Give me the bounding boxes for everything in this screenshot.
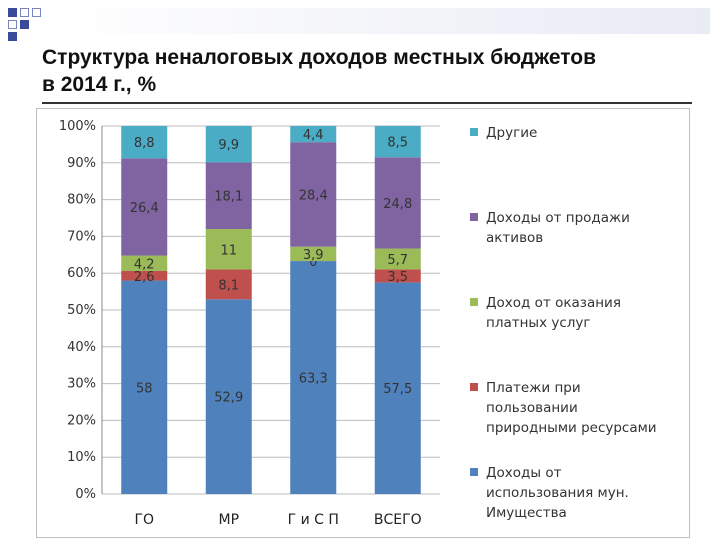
data-label: 4,2 [134,257,155,272]
y-tick-label: 0% [75,487,96,502]
corner-square-4 [8,20,17,29]
x-tick-label: ВСЕГО [374,512,422,528]
data-label: 3,5 [387,270,408,285]
bar-segment [121,270,168,281]
data-label: 0 [309,255,317,270]
bar-segment [290,261,337,494]
legend-label: пользовании [486,400,578,416]
legend-label: активов [486,230,543,246]
data-label: 5,7 [387,253,408,268]
bar-segment [121,280,168,494]
data-label: 9,9 [218,138,239,153]
bar-segment [374,282,421,494]
bar-segment [121,255,168,271]
corner-square-2 [20,8,29,17]
bar-segment [121,126,168,159]
data-label: 24,8 [383,197,412,212]
data-label: 2,6 [134,270,155,285]
y-tick-label: 70% [67,229,96,244]
bar-segment [374,157,421,249]
data-label: 8,8 [134,136,155,151]
legend-label: природными ресурсами [486,420,657,436]
bar-segment [205,162,252,230]
x-tick-label: МР [218,512,239,528]
data-label: 11 [220,243,237,258]
data-label: 18,1 [214,190,243,205]
data-label: 26,4 [130,201,159,216]
bar-segment [290,126,337,143]
bar-segment [374,269,421,283]
legend-label: использования мун. [486,485,629,501]
bar-segment [205,229,252,270]
data-label: 8,5 [387,136,408,151]
legend-label: платных услуг [486,315,590,331]
legend-label: Другие [486,125,537,141]
page-title: Структура неналоговых доходов местных бю… [42,44,702,98]
bar-segment [290,246,337,262]
bar-segment [121,158,168,256]
legend-label: Платежи при [486,380,581,396]
corner-square-3 [32,8,41,17]
data-label: 4,4 [303,128,324,143]
legend-swatch [470,298,478,306]
bar-segment [205,299,252,494]
title-underline [42,102,692,104]
y-tick-label: 90% [67,156,96,171]
legend-swatch [470,468,478,476]
bar-segment [205,126,252,163]
corner-square-5 [20,20,29,29]
x-tick-label: Г и С П [288,512,339,528]
data-label: 52,9 [214,391,243,406]
y-tick-label: 100% [59,119,96,134]
corner-square-1 [8,8,17,17]
y-tick-label: 20% [67,413,96,428]
bar-segment [374,248,421,270]
data-label: 63,3 [299,372,328,387]
bar-segment [374,126,421,158]
y-tick-label: 50% [67,303,96,318]
data-label: 8,1 [218,278,239,293]
data-label: 28,4 [299,188,328,203]
bar-segment [205,269,252,300]
legend-swatch [470,383,478,391]
y-tick-label: 60% [67,266,96,281]
y-tick-label: 80% [67,193,96,208]
x-tick-label: ГО [134,512,154,528]
legend-swatch [470,213,478,221]
data-label: 3,9 [303,248,324,263]
data-label: 57,5 [383,382,412,397]
legend-swatch [470,128,478,136]
title-line-2: в 2014 г., % [42,73,157,96]
title-line-1: Структура неналоговых доходов местных бю… [42,46,597,69]
corner-square-6 [8,32,17,41]
legend-label: Имущества [486,505,567,521]
bar-segment [290,142,337,247]
legend-label: Доход от оказания [486,295,621,311]
y-tick-label: 10% [67,450,96,465]
header-band [46,8,710,34]
legend-label: Доходы от продажи [486,210,630,226]
y-tick-label: 40% [67,340,96,355]
data-label: 58 [136,381,153,396]
y-tick-label: 30% [67,377,96,392]
legend-label: Доходы от [486,465,562,481]
